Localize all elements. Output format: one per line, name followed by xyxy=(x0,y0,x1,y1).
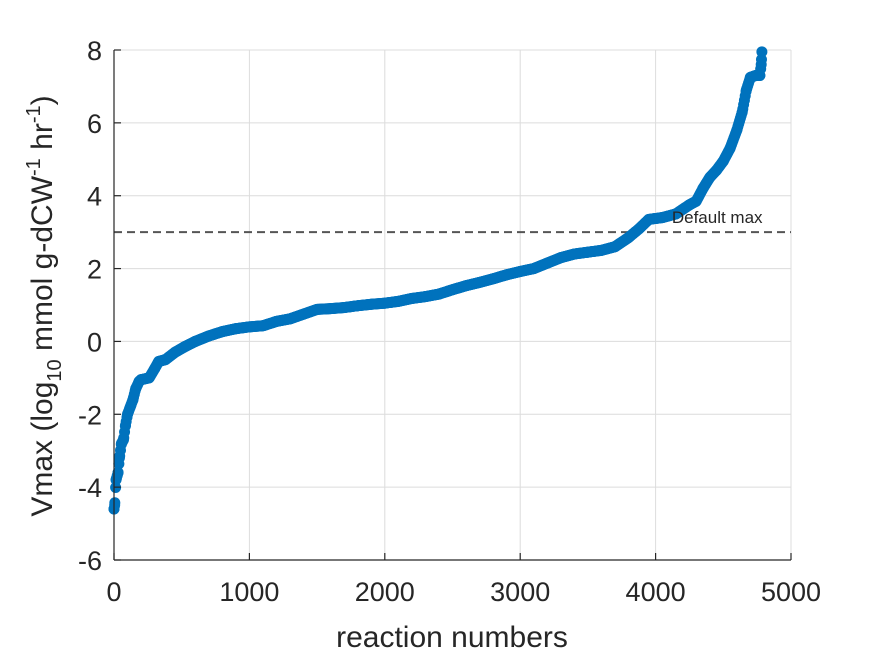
data-point xyxy=(127,394,139,406)
data-point xyxy=(711,164,723,176)
y-tick-label: 4 xyxy=(87,182,102,212)
data-point xyxy=(284,313,296,325)
x-tick-label: 1000 xyxy=(219,577,279,607)
data-point xyxy=(756,46,768,58)
data-point xyxy=(755,59,767,71)
data-point xyxy=(112,467,124,479)
y-tick-label: -2 xyxy=(78,400,102,430)
x-tick-label: 4000 xyxy=(626,577,686,607)
data-point xyxy=(120,419,132,431)
data-point xyxy=(736,106,748,118)
y-tick-label: 2 xyxy=(87,255,102,285)
data-point xyxy=(159,354,171,366)
y-axis-label-middle-2: hr xyxy=(26,123,59,158)
y-axis-label-suffix: ) xyxy=(26,95,59,105)
data-point xyxy=(257,320,269,332)
data-point xyxy=(740,84,752,96)
x-tick-label: 3000 xyxy=(490,577,550,607)
data-point xyxy=(270,315,282,327)
y-axis-label: Vmax (log10 mmol g-dCW-1 hr-1) xyxy=(23,95,66,516)
data-point xyxy=(633,223,645,234)
y-axis-label-subscript: 10 xyxy=(44,359,66,381)
x-axis-label: reaction numbers xyxy=(336,621,568,654)
data-point xyxy=(298,308,310,320)
data-point xyxy=(216,326,228,338)
data-point xyxy=(243,321,255,333)
y-tick-label: -6 xyxy=(78,546,102,576)
y-tick-label: 8 xyxy=(87,36,102,66)
data-point xyxy=(178,341,190,353)
data-point xyxy=(189,335,201,347)
data-point xyxy=(474,276,486,288)
data-point xyxy=(338,302,350,314)
y-tick-label: 6 xyxy=(87,109,102,139)
data-point xyxy=(117,434,129,446)
data-point xyxy=(203,330,215,342)
x-tick-label: 0 xyxy=(106,577,121,607)
plot-area xyxy=(114,50,791,560)
data-point xyxy=(379,297,391,309)
data-point xyxy=(433,288,445,300)
data-point xyxy=(447,284,458,296)
y-axis-label-prefix: Vmax (log xyxy=(26,382,59,517)
y-tick-label: 0 xyxy=(87,327,102,357)
data-point xyxy=(717,155,729,167)
data-point xyxy=(623,232,635,244)
data-point xyxy=(325,303,337,315)
reference-line-label: Default max xyxy=(672,208,763,227)
data-point xyxy=(406,292,418,304)
data-point xyxy=(514,265,526,277)
data-point xyxy=(724,142,736,154)
data-point xyxy=(501,269,513,281)
data-points xyxy=(108,46,768,515)
data-point xyxy=(643,213,655,225)
data-point xyxy=(352,300,364,312)
y-tick-label: -4 xyxy=(78,473,102,503)
data-point xyxy=(487,273,499,285)
y-axis-label-middle: mmol g-dCW xyxy=(26,175,59,359)
data-point xyxy=(460,280,472,292)
data-point xyxy=(690,195,702,207)
y-axis-label-superscript-2: -1 xyxy=(23,105,45,123)
data-point xyxy=(113,452,125,464)
data-point xyxy=(230,323,242,335)
data-point xyxy=(169,346,181,358)
data-point xyxy=(704,172,716,183)
data-point xyxy=(754,70,766,81)
data-point xyxy=(392,295,404,307)
data-point xyxy=(419,291,431,303)
data-point xyxy=(609,241,621,253)
data-point xyxy=(143,372,155,384)
data-point xyxy=(568,248,580,260)
data-point xyxy=(311,303,323,315)
data-point xyxy=(109,499,121,511)
data-point xyxy=(528,263,540,275)
data-point xyxy=(595,244,607,256)
data-point xyxy=(670,208,682,220)
data-point xyxy=(365,298,377,310)
axes xyxy=(113,49,792,561)
data-point xyxy=(555,252,567,264)
data-point xyxy=(731,124,743,136)
y-axis-label-superscript-1: -1 xyxy=(23,158,45,176)
data-point xyxy=(582,246,594,258)
tick-labels: 0 1000 2000 3000 4000 5000 -6 -4 -2 0 2 4 6 8 xyxy=(78,36,821,607)
data-point xyxy=(656,212,668,224)
x-tick-label: 5000 xyxy=(761,577,821,607)
data-point xyxy=(697,182,709,194)
data-point xyxy=(541,257,553,269)
x-tick-label: 2000 xyxy=(355,577,415,607)
